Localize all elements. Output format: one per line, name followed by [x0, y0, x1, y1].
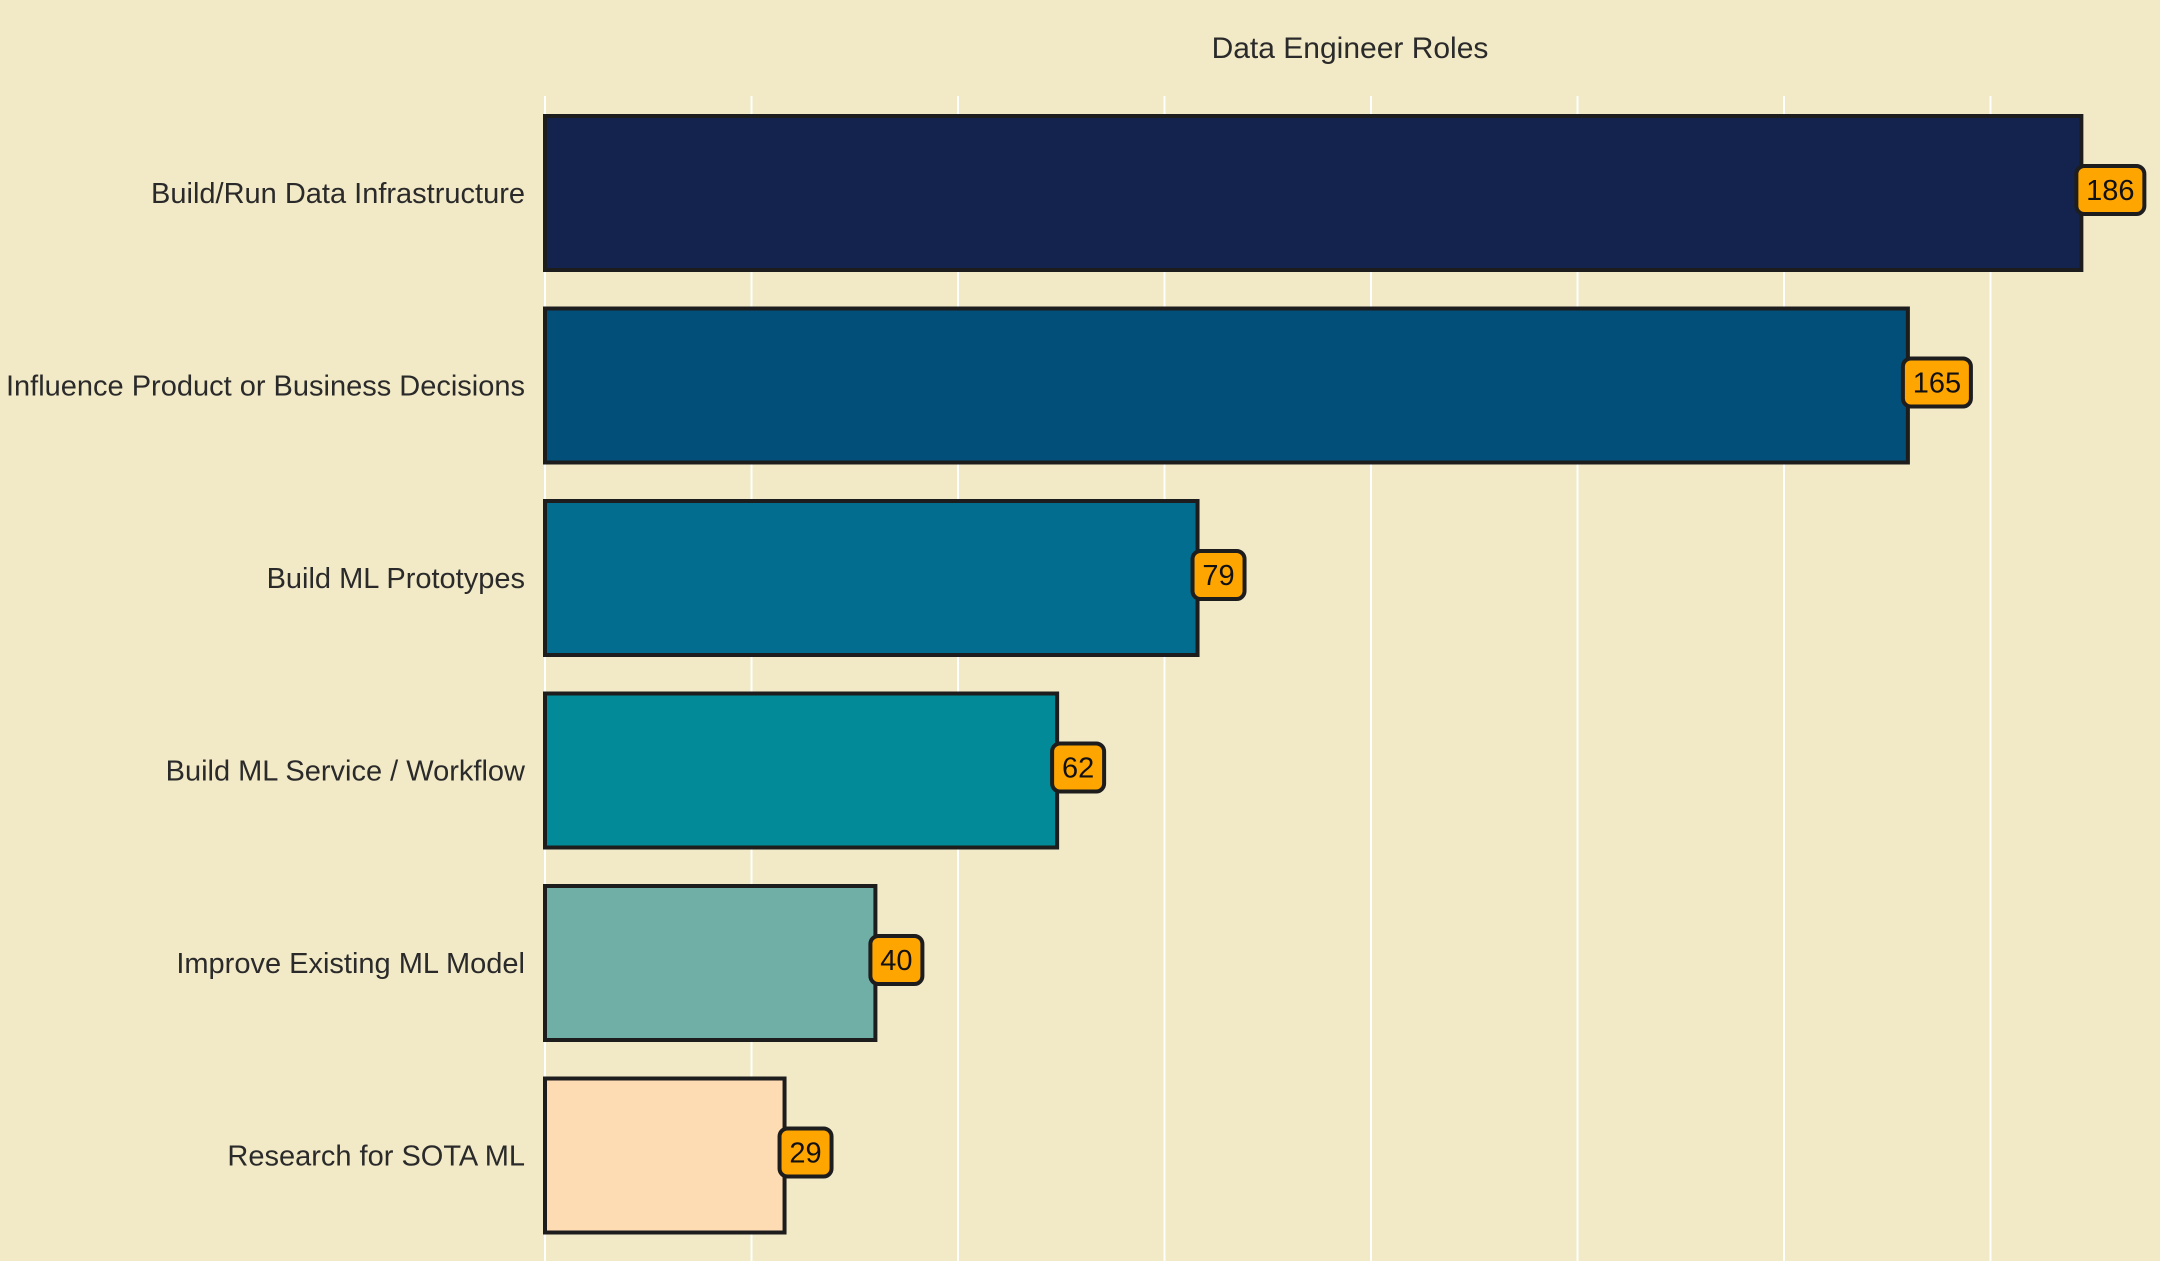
value-labels: 186 165 79 62 40 29 — [777, 164, 2147, 1179]
bar — [543, 306, 1910, 465]
bar — [543, 884, 878, 1042]
value-label: 40 — [880, 945, 912, 977]
category-label: Research for SOTA ML — [227, 1141, 525, 1173]
grid-lines — [544, 96, 1992, 1261]
value-label: 186 — [2086, 175, 2134, 207]
value-label-box — [868, 934, 925, 986]
category-label: Build ML Service / Workflow — [166, 756, 526, 788]
value-label: 79 — [1202, 560, 1234, 592]
value-label: 165 — [1913, 368, 1961, 400]
value-label: 62 — [1062, 753, 1094, 785]
category-label: Build/Run Data Infrastructure — [151, 178, 525, 210]
value-label-box — [1050, 741, 1107, 794]
value-label-box — [1900, 356, 1973, 409]
value-label-box — [777, 1126, 834, 1179]
category-label: Build ML Prototypes — [267, 563, 525, 595]
bar — [543, 691, 1060, 850]
bar — [543, 1076, 787, 1235]
category-label: Influence Product or Business Decisions — [6, 371, 525, 403]
bar — [543, 499, 1200, 657]
chart-title: Data Engineer Roles — [1212, 32, 1489, 65]
bar — [543, 114, 2084, 272]
value-label-box — [2074, 164, 2147, 216]
category-label: Improve Existing ML Model — [176, 948, 525, 980]
value-label: 29 — [789, 1138, 821, 1170]
value-label-box — [1190, 549, 1247, 601]
bars — [543, 114, 2084, 1235]
category-labels: Build/Run Data Infrastructure Influence P… — [6, 178, 526, 1173]
